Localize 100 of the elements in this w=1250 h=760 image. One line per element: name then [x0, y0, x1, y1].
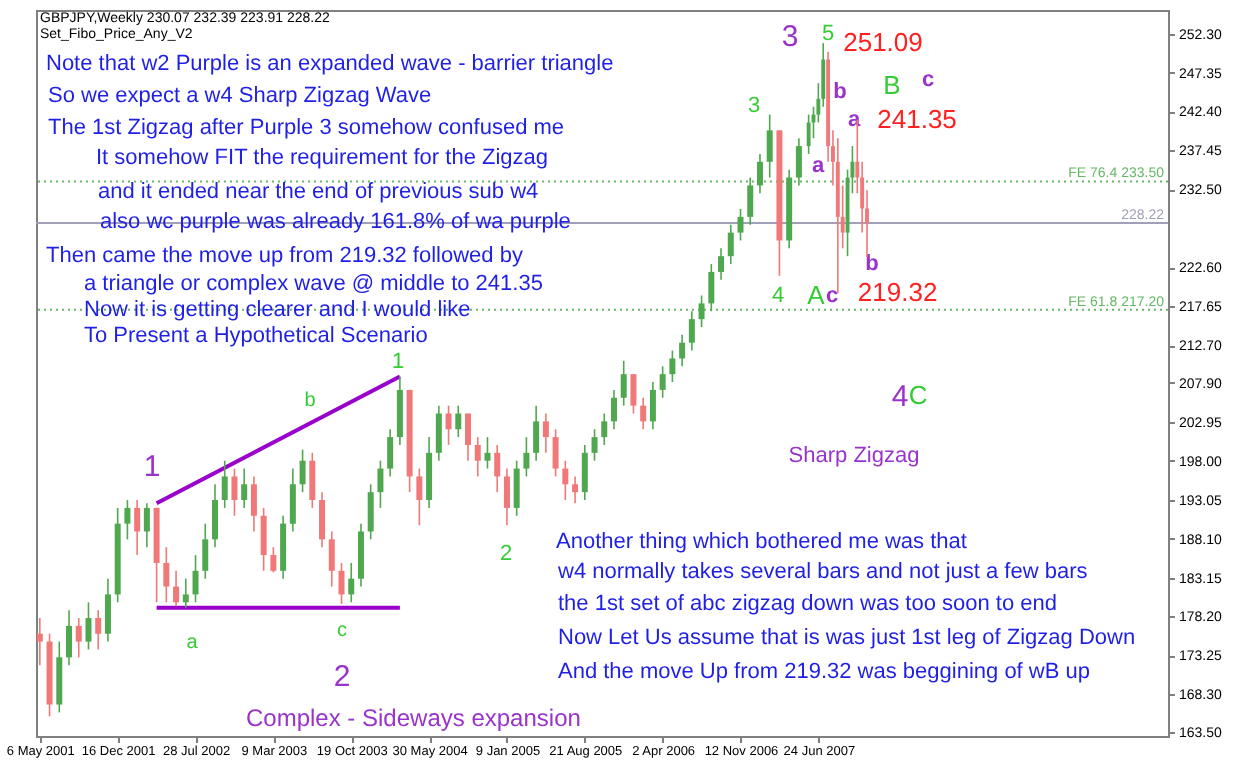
candlestick [601, 412, 608, 446]
annotation: The 1st Zigzag after Purple 3 somehow confused me [48, 116, 565, 140]
annotation: To Present a Hypothetical Scenario [84, 324, 428, 348]
annotation: the 1st set of abc zigzag down was too soon to end [558, 592, 1057, 616]
candlestick [659, 365, 666, 399]
candlestick [143, 502, 150, 549]
candlestick [173, 570, 180, 608]
candlestick [211, 483, 218, 549]
candlestick [338, 562, 345, 605]
candlestick [708, 263, 715, 313]
candlestick [435, 404, 442, 462]
annotation: C [908, 380, 928, 410]
candlestick [328, 530, 335, 588]
candlestick [85, 601, 92, 651]
annotation: a triangle or complex wave @ middle to 241.35 [84, 272, 543, 296]
annotation: Complex - Sideways expansion [246, 704, 581, 732]
candlestick [484, 436, 491, 470]
candlestick [572, 475, 579, 504]
candlestick [231, 467, 238, 517]
annotation: and it ended near the end of previous sub w4 [98, 180, 539, 204]
candlestick [795, 137, 802, 187]
candlestick [766, 113, 773, 179]
candlestick [581, 444, 588, 501]
annotation: w4 normally takes several bars and not just a few bars [556, 560, 1089, 584]
annotation: 2 [499, 542, 513, 566]
candlestick [192, 554, 199, 604]
candlestick [202, 522, 209, 580]
annotation: a [811, 154, 826, 178]
candlestick [727, 223, 734, 265]
candlestick [270, 546, 277, 574]
candlestick [513, 459, 520, 517]
candlestick [260, 507, 267, 572]
candlestick [36, 617, 43, 667]
annotation: b [304, 390, 317, 412]
annotation: also wc purple was already 161.8% of wa purple [100, 210, 571, 234]
candlestick [377, 459, 384, 509]
candlestick [630, 373, 637, 415]
candlestick [679, 334, 686, 368]
candlestick [620, 360, 627, 407]
annotation: c [921, 68, 935, 92]
candlestick [280, 514, 287, 580]
candlestick [396, 375, 403, 446]
candlestick [474, 436, 481, 478]
candlestick [319, 491, 326, 549]
annotation: 3 [747, 94, 761, 118]
candlestick [56, 640, 63, 714]
candlestick [241, 467, 248, 509]
annotation: a [186, 632, 199, 654]
candlestick [465, 412, 472, 462]
annotation: So we expect a w4 Sharp Zigzag Wave [48, 84, 432, 108]
annotation: 1 [143, 450, 161, 484]
candlestick [250, 475, 257, 533]
candlestick [134, 499, 141, 556]
candlestick [591, 428, 598, 462]
annotation: 1 [391, 350, 405, 374]
candlestick [75, 617, 82, 659]
annotation: 3 [781, 20, 799, 54]
candlestick [494, 444, 501, 493]
annotation: 241.35 [877, 103, 957, 134]
candlestick [806, 113, 811, 155]
candlestick [299, 448, 306, 493]
annotation: 4 [771, 284, 785, 308]
annotation: Sharp Zigzag [788, 444, 920, 468]
candlestick [182, 577, 189, 609]
annotation: It somehow FIT the requirement for the Zigzag [96, 146, 549, 170]
candlestick [357, 522, 364, 588]
candlestick [640, 396, 647, 431]
candlestick [503, 467, 510, 526]
candlestick [455, 404, 462, 438]
candlestick [309, 452, 316, 509]
candlestick [562, 459, 569, 501]
candlestick [66, 609, 73, 667]
candlestick [698, 294, 705, 328]
candlestick [737, 208, 744, 242]
candlestick [416, 467, 423, 526]
candlestick [163, 546, 170, 604]
candlestick [445, 404, 452, 446]
annotation: c [825, 284, 839, 308]
annotation: 4 [891, 380, 909, 414]
annotation: B [883, 70, 901, 100]
candlestick [289, 467, 296, 533]
candlestick [533, 404, 540, 462]
candlestick [348, 562, 355, 604]
candlestick [367, 483, 374, 541]
candlestick [688, 310, 695, 352]
candlestick [104, 577, 111, 643]
annotation: Then came the move up from 219.32 followed by [46, 244, 524, 268]
candlestick [523, 436, 530, 478]
candlestick [747, 176, 754, 226]
annotation: 251.09 [843, 27, 923, 58]
annotation: 5 [821, 22, 835, 46]
annotation: And the move Up from 219.32 was beggining of wB up [558, 660, 1090, 684]
candlestick [669, 349, 676, 383]
annotation: 219.32 [857, 277, 938, 308]
annotation: c [337, 620, 347, 642]
candlestick [221, 459, 228, 509]
annotation: A [807, 280, 826, 310]
annotation: 2 [333, 660, 351, 694]
annotation: b [865, 252, 880, 276]
annotation: Another thing which bothered me was that [556, 530, 967, 554]
